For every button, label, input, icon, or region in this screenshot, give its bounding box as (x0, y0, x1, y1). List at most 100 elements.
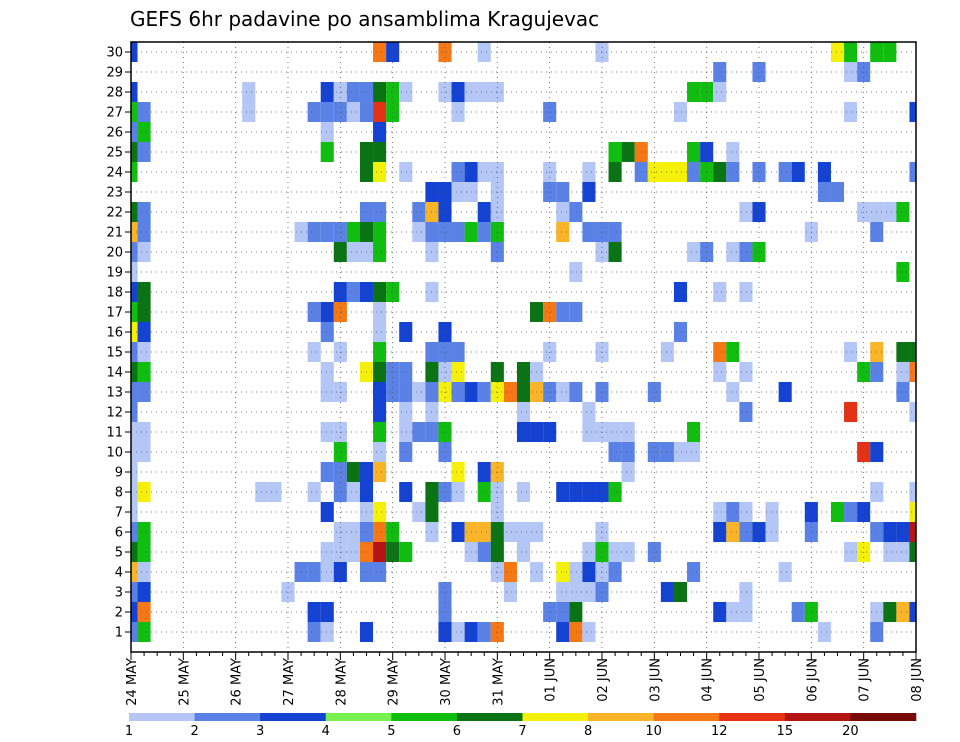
heatmap-cell (131, 302, 138, 322)
y-tick-label: 9 (115, 466, 123, 481)
heatmap-cell (399, 322, 413, 342)
heatmap-cell (687, 162, 701, 182)
heatmap-cell (137, 122, 151, 142)
heatmap-cell (883, 602, 897, 622)
heatmap-cell (713, 342, 727, 362)
heatmap-cell (687, 82, 701, 102)
heatmap-cell (569, 602, 583, 622)
heatmap-cell (713, 162, 727, 182)
heatmap-cell (131, 502, 138, 522)
heatmap-cell (373, 282, 387, 302)
heatmap-cell (608, 422, 622, 442)
y-tick-label: 5 (115, 546, 123, 561)
heatmap-cell (307, 622, 321, 642)
x-tick-label: 24 MAY (125, 658, 140, 706)
heatmap-cell (726, 382, 740, 402)
x-tick-label: 04 JUN (701, 658, 716, 702)
heatmap-cell (896, 602, 910, 622)
y-tick-label: 7 (115, 506, 123, 521)
x-tick-label: 25 MAY (177, 658, 192, 706)
heatmap-cell (137, 602, 151, 622)
heatmap-cell (608, 562, 622, 582)
heatmap-cell (131, 162, 138, 182)
heatmap-cell (320, 102, 334, 122)
legend-swatch (391, 713, 458, 721)
legend-label: 1 (125, 724, 133, 739)
legend-label: 6 (453, 724, 461, 739)
x-tick-label: 28 MAY (334, 658, 349, 706)
heatmap-cell (569, 382, 583, 402)
heatmap-cell (883, 542, 897, 562)
heatmap-cell (373, 542, 387, 562)
heatmap-cell (909, 502, 916, 522)
heatmap-cell (320, 562, 334, 582)
heatmap-cell (556, 482, 570, 502)
heatmap-cell (320, 542, 334, 562)
heatmap-cell (909, 342, 916, 362)
x-tick-label: 05 JUN (753, 658, 768, 702)
heatmap-cell (556, 602, 570, 622)
heatmap-cell (131, 582, 138, 602)
heatmap-cell (516, 522, 531, 542)
heatmap-cell (830, 42, 845, 62)
heatmap-cell (569, 622, 583, 642)
heatmap-cell (582, 482, 596, 502)
heatmap-cell (131, 262, 138, 282)
legend-swatch (456, 713, 523, 721)
heatmap-cell (844, 402, 858, 422)
heatmap-cell (373, 442, 387, 462)
heatmap-cell (346, 462, 360, 482)
heatmap-cell (137, 582, 151, 602)
heatmap-cells (131, 42, 916, 642)
heatmap-cell (307, 342, 321, 362)
heatmap-cell (621, 462, 635, 482)
heatmap-cell (131, 442, 138, 462)
heatmap-cell (778, 162, 792, 182)
heatmap-cell (621, 442, 635, 462)
heatmap-cell (451, 102, 465, 122)
heatmap-cell (131, 602, 138, 622)
heatmap-cell (673, 442, 688, 462)
heatmap-cell (373, 142, 387, 162)
x-tick-label: 07 JUN (858, 658, 873, 702)
heatmap-cell (320, 142, 334, 162)
heatmap-cell (791, 602, 805, 622)
heatmap-cell (373, 222, 387, 242)
legend-label: 4 (322, 724, 330, 739)
heatmap-cell (451, 482, 465, 502)
heatmap-cell (556, 182, 570, 202)
heatmap-cell (412, 382, 426, 402)
heatmap-cell (320, 82, 334, 102)
y-tick-label: 26 (106, 126, 123, 141)
heatmap-cell (346, 102, 360, 122)
heatmap-cell (307, 302, 321, 322)
heatmap-cell (896, 262, 910, 282)
heatmap-cell (412, 502, 426, 522)
heatmap-cell (307, 482, 321, 502)
heatmap-cell (569, 302, 583, 322)
legend-swatch (784, 713, 851, 721)
x-tick-label: 31 MAY (491, 658, 506, 706)
x-tick-label: 29 MAY (387, 658, 402, 706)
heatmap-cell (713, 602, 727, 622)
heatmap-cell (307, 602, 321, 622)
heatmap-cell (373, 562, 387, 582)
heatmap-cell (399, 482, 413, 502)
heatmap-cell (373, 42, 387, 62)
y-tick-label: 2 (115, 606, 123, 621)
heatmap-cell (137, 222, 151, 242)
heatmap-cell (556, 562, 570, 582)
x-tick-label: 03 JUN (648, 658, 663, 702)
heatmap-cell (477, 542, 491, 562)
heatmap-cell (516, 382, 531, 402)
heatmap-cell (673, 282, 688, 302)
heatmap-cell (516, 542, 531, 562)
heatmap-cell (582, 542, 596, 562)
heatmap-cell (131, 402, 138, 422)
legend-swatch (719, 713, 786, 721)
heatmap-cell (131, 422, 138, 442)
heatmap-cell (451, 462, 465, 482)
heatmap-cell (791, 162, 805, 182)
heatmap-cell (137, 422, 151, 442)
